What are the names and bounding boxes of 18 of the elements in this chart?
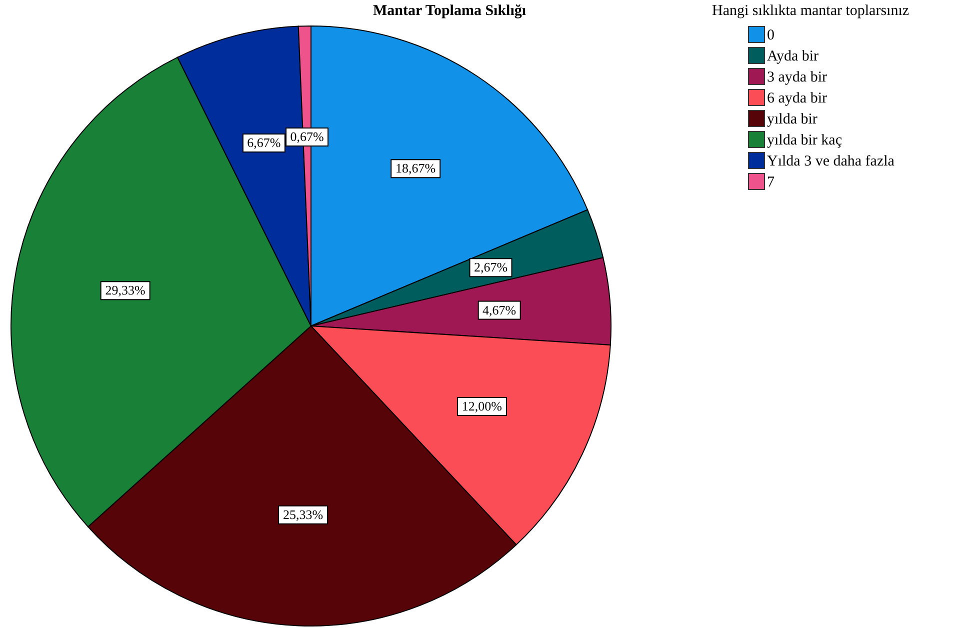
legend-label: 7 <box>767 174 775 190</box>
legend-label: yılda bir kaç <box>767 132 842 148</box>
legend-label: Ayda bir <box>767 48 819 64</box>
data-label: 12,00% <box>462 398 502 414</box>
chart-title: Mantar Toplama Sıklığı <box>372 3 526 19</box>
data-label: 25,33% <box>283 506 324 522</box>
data-label: 6,67% <box>247 134 281 150</box>
legend-label: 6 ayda bir <box>767 90 827 106</box>
legend-label: 0 <box>767 28 774 44</box>
legend-title: Hangi sıklıkta mantar toplarsınız <box>712 3 910 19</box>
data-label: 29,33% <box>105 282 146 298</box>
legend-label: yılda bir <box>767 112 818 128</box>
data-label: 4,67% <box>482 302 516 318</box>
data-label: 18,67% <box>396 160 436 176</box>
legend-label: 3 ayda bir <box>767 70 827 86</box>
data-label: 0,67% <box>290 129 324 144</box>
legend-label: Yılda 3 ve daha fazla <box>767 154 895 170</box>
data-label: 2,67% <box>474 260 508 275</box>
